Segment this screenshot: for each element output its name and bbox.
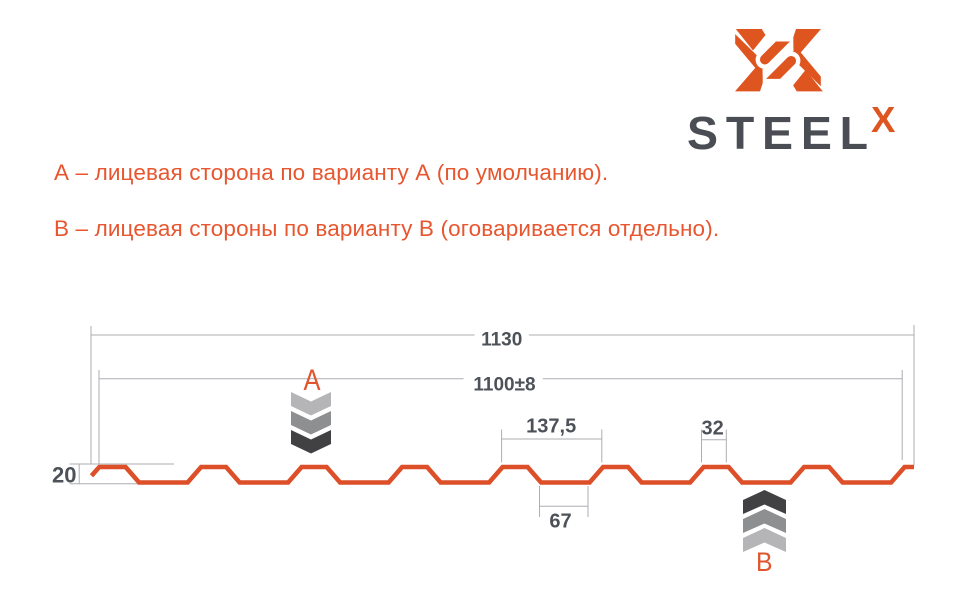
svg-text:1100±8: 1100±8 [473,375,535,396]
svg-text:1130: 1130 [481,329,522,350]
svg-text:67: 67 [549,511,571,533]
svg-text:В: В [756,547,773,577]
svg-text:20: 20 [52,462,76,487]
svg-text:А: А [304,364,321,397]
svg-text:32: 32 [701,418,723,440]
svg-text:137,5: 137,5 [526,415,576,437]
